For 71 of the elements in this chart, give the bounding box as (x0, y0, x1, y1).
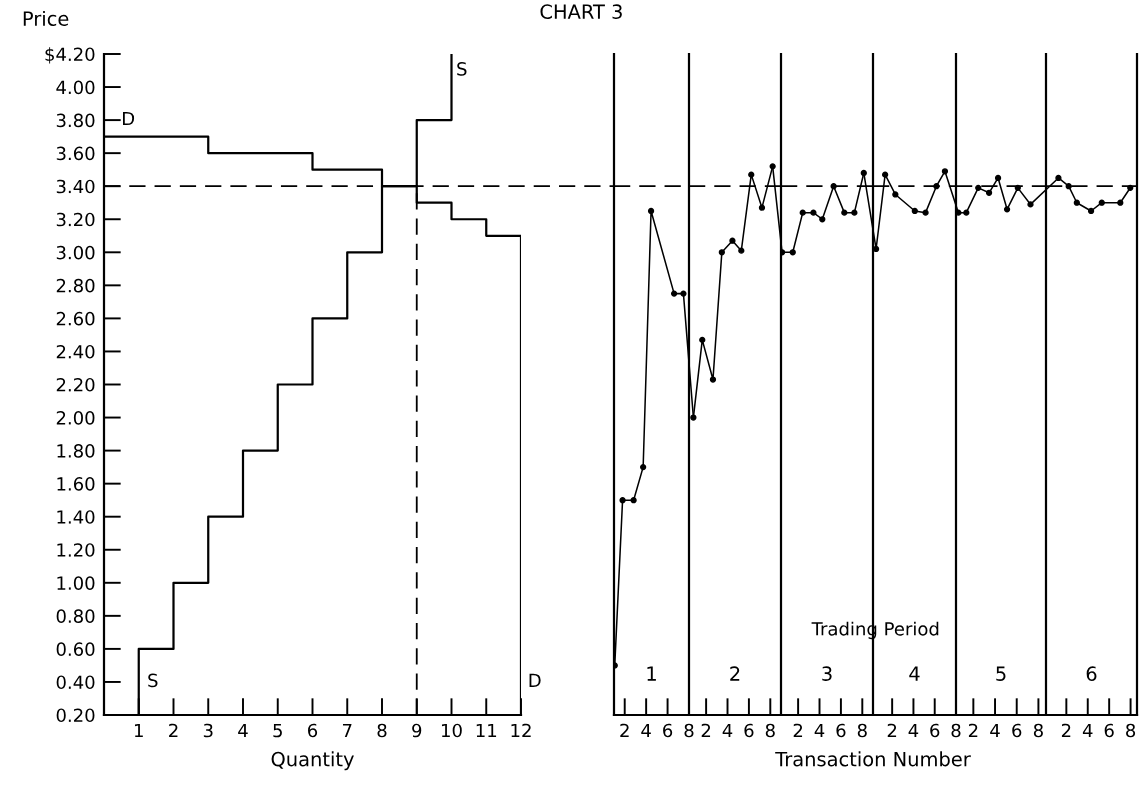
y-tick-label: 3.40 (56, 179, 95, 194)
x-axis-title: Transaction Number (775, 751, 971, 767)
text: 5 (996, 666, 1006, 681)
x-tick-label: 8 (684, 723, 694, 738)
x-tick-label: 12 (511, 723, 531, 738)
x-tick-label: 8 (857, 723, 867, 738)
x-tick-label: 2 (793, 723, 803, 738)
text: D (529, 673, 541, 687)
annotation: S (457, 62, 467, 76)
x-tick-label: 8 (1126, 723, 1136, 738)
x-tick-label: 8 (1033, 723, 1043, 738)
y-tick-label: $4.20 (45, 47, 95, 64)
x-tick-label: 5 (273, 723, 282, 738)
x-tick-label: 2 (887, 723, 897, 738)
x-tick-label: 4 (990, 723, 1000, 738)
x-tick-label: 3 (203, 723, 213, 738)
x-tick-label: 2 (968, 723, 978, 738)
x-axis-title: Quantity (271, 751, 354, 771)
x-tick-label: 6 (663, 723, 673, 738)
x-tick-label: 2 (620, 723, 629, 738)
annotation: D (123, 111, 135, 126)
y-tick-label: 2.20 (56, 377, 95, 392)
y-tick-label: 3.80 (56, 113, 95, 128)
x-tick-label: 4 (1082, 723, 1093, 738)
x-tick-label: 1 (134, 723, 143, 738)
x-tick-label: 6 (930, 723, 940, 738)
text: 6 (1086, 666, 1097, 681)
x-tick-label: 10 (442, 723, 462, 738)
y-axis-title: Price (23, 10, 69, 26)
text: CHART 3 (540, 4, 622, 19)
x-tick-label: 8 (377, 723, 387, 738)
x-tick-label: 4 (238, 723, 248, 738)
y-tick-label: 2.80 (56, 278, 95, 293)
x-tick-label: 4 (814, 723, 825, 738)
x-tick-label: 4 (722, 723, 733, 738)
y-tick-label: 2.60 (56, 311, 95, 326)
y-tick-label: 1.60 (57, 477, 95, 491)
y-tick-label: 1.20 (57, 543, 95, 557)
y-tick-label: 3.20 (56, 212, 95, 227)
x-tick-label: 4 (641, 723, 651, 738)
y-tick-label: 3.60 (56, 146, 95, 161)
x-tick-label: 6 (308, 723, 318, 738)
x-tick-label: 8 (951, 723, 961, 738)
y-tick-label: 2.40 (56, 344, 95, 359)
text: 3 (822, 666, 832, 681)
x-tick-label: 6 (1012, 723, 1022, 738)
x-tick-label: 11 (476, 723, 497, 738)
x-tick-label: 8 (765, 723, 775, 738)
annotation: S (148, 673, 158, 688)
y-tick-label: 0.20 (56, 708, 95, 723)
y-tick-label: 1.00 (57, 576, 95, 590)
y-tick-label: 0.40 (56, 675, 95, 690)
y-tick-label: 1.80 (57, 444, 95, 458)
x-tick-label: 6 (744, 723, 754, 738)
x-tick-label: 2 (169, 723, 178, 738)
y-tick-label: 0.80 (56, 609, 95, 623)
x-tick-label: 6 (836, 723, 846, 738)
y-tick-label: 4.00 (56, 80, 95, 95)
x-tick-label: 2 (1061, 723, 1071, 738)
y-tick-label: 3.00 (56, 245, 95, 260)
y-tick-label: 2.00 (56, 411, 95, 425)
text: 2 (730, 666, 740, 681)
text: 4 (909, 666, 920, 681)
x-tick-label: 2 (701, 723, 711, 738)
y-tick-label: 0.60 (56, 642, 95, 657)
x-tick-label: 9 (412, 723, 422, 738)
x-tick-label: 6 (1104, 723, 1114, 738)
x-tick-label: 7 (342, 723, 352, 738)
x-tick-label: 4 (908, 723, 919, 738)
text: 1 (647, 666, 656, 681)
y-tick-label: 1.40 (57, 510, 95, 524)
